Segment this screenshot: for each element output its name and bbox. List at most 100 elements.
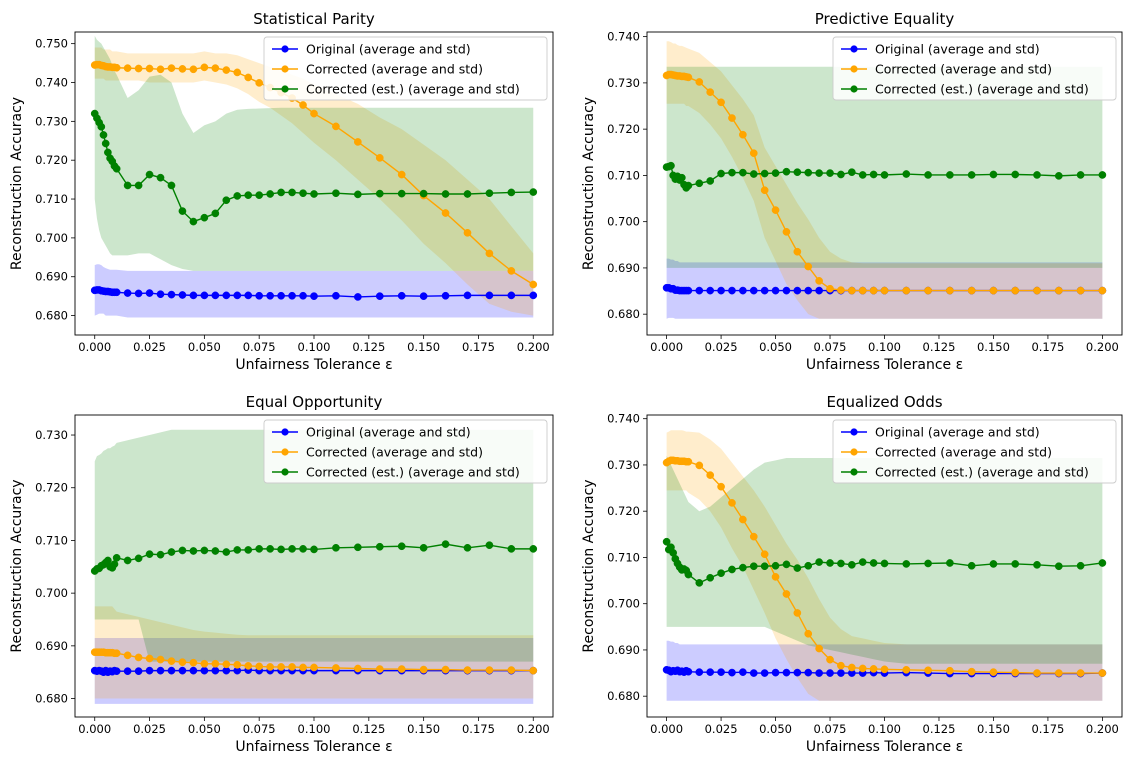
- data-point: [1098, 669, 1107, 677]
- legend-swatch-marker: [850, 448, 858, 456]
- std-band-corrected-est-average-and-std: [666, 66, 1103, 268]
- data-point: [463, 291, 472, 300]
- data-point: [529, 666, 538, 675]
- data-point: [695, 78, 704, 86]
- data-point: [507, 545, 516, 553]
- data-point: [277, 188, 285, 197]
- data-point: [858, 171, 867, 179]
- data-point: [310, 109, 318, 118]
- data-point: [123, 181, 132, 190]
- legend-label: Original (average and std): [875, 425, 1040, 440]
- x-tick-label: 0.200: [517, 340, 550, 354]
- data-point: [793, 168, 802, 177]
- data-point: [782, 668, 791, 677]
- data-point: [97, 122, 106, 131]
- data-point: [332, 664, 340, 672]
- legend-swatch-marker: [850, 45, 858, 53]
- y-tick-label: 0.720: [607, 122, 640, 136]
- data-point: [507, 188, 516, 197]
- data-point: [880, 286, 889, 295]
- legend-box: [263, 36, 548, 101]
- data-point: [255, 545, 264, 553]
- data-point: [1098, 559, 1107, 567]
- legend-entry-corrected-est-average-and-std: Corrected (est.) (average and std): [841, 82, 1089, 97]
- data-point: [529, 280, 538, 289]
- series-corrected-est-average-and-std: [662, 161, 1107, 192]
- y-tick-label: 0.700: [607, 597, 640, 611]
- data-point: [837, 669, 845, 677]
- legend-label: Corrected (est.) (average and std): [306, 465, 520, 480]
- data-point: [419, 292, 428, 300]
- data-point: [189, 291, 198, 300]
- data-point: [760, 562, 769, 571]
- data-point: [211, 666, 220, 675]
- x-tick-label: 0.025: [705, 340, 738, 354]
- data-point: [529, 291, 538, 300]
- x-tick-label: 0.075: [814, 722, 847, 736]
- data-point: [178, 546, 187, 555]
- data-point: [739, 286, 747, 295]
- data-point: [123, 289, 132, 297]
- data-point: [310, 190, 318, 198]
- data-point: [749, 286, 758, 295]
- legend-swatch-marker: [281, 85, 289, 93]
- data-point: [804, 668, 813, 677]
- data-point: [837, 661, 845, 670]
- data-point: [760, 550, 769, 559]
- data-point: [717, 482, 725, 491]
- y-axis-label: Reconstruction Accuracy: [581, 97, 597, 270]
- legend-label: Original (average and std): [306, 42, 471, 57]
- y-tick-label: 0.680: [35, 309, 68, 323]
- data-point: [145, 64, 154, 73]
- data-point: [419, 665, 428, 674]
- data-point: [967, 667, 976, 676]
- data-point: [924, 286, 932, 295]
- data-point: [156, 173, 165, 182]
- data-point: [782, 286, 791, 295]
- legend: Original (average and std) Corrected (ave…: [832, 36, 1117, 101]
- y-tick-label: 0.730: [607, 76, 640, 90]
- data-point: [222, 660, 231, 669]
- data-point: [145, 550, 154, 558]
- data-point: [804, 629, 813, 638]
- y-tick-label: 0.720: [607, 504, 640, 518]
- data-point: [244, 291, 253, 300]
- data-point: [288, 663, 296, 671]
- data-point: [233, 660, 242, 669]
- data-point: [167, 290, 176, 299]
- data-point: [332, 291, 340, 300]
- data-point: [989, 286, 998, 295]
- data-point: [847, 560, 856, 569]
- legend-entry-corrected-est-average-and-std: Corrected (est.) (average and std): [841, 465, 1089, 480]
- data-point: [441, 190, 450, 198]
- data-point: [837, 170, 845, 179]
- chart-statistical-parity: 0.000 0.025 0.050 0.075 0.100 0.125 0.150 0.175…: [9, 10, 554, 373]
- data-point: [222, 548, 231, 556]
- data-point: [211, 291, 220, 300]
- data-point: [793, 286, 802, 295]
- legend-swatch-marker: [850, 65, 858, 73]
- data-point: [332, 189, 340, 198]
- data-point: [678, 173, 686, 182]
- legend-entry-original-average-and-std: Original (average and std): [272, 425, 471, 440]
- data-point: [749, 562, 758, 571]
- data-point: [112, 667, 121, 676]
- data-point: [123, 64, 132, 72]
- series-lines: [90, 60, 538, 301]
- legend-swatch-marker: [281, 65, 289, 73]
- series-corrected-est-average-and-std: [90, 540, 538, 575]
- data-point: [739, 668, 747, 676]
- data-point: [1011, 286, 1020, 295]
- x-tick-label: 0.000: [650, 340, 683, 354]
- data-point: [695, 579, 704, 587]
- data-point: [739, 515, 747, 524]
- data-point: [332, 543, 340, 552]
- data-point: [277, 291, 285, 300]
- data-point: [717, 98, 725, 107]
- data-point: [967, 171, 976, 179]
- data-point: [989, 560, 998, 568]
- data-point: [200, 659, 209, 668]
- data-point: [684, 667, 693, 676]
- data-point: [441, 291, 450, 300]
- data-point: [749, 532, 758, 541]
